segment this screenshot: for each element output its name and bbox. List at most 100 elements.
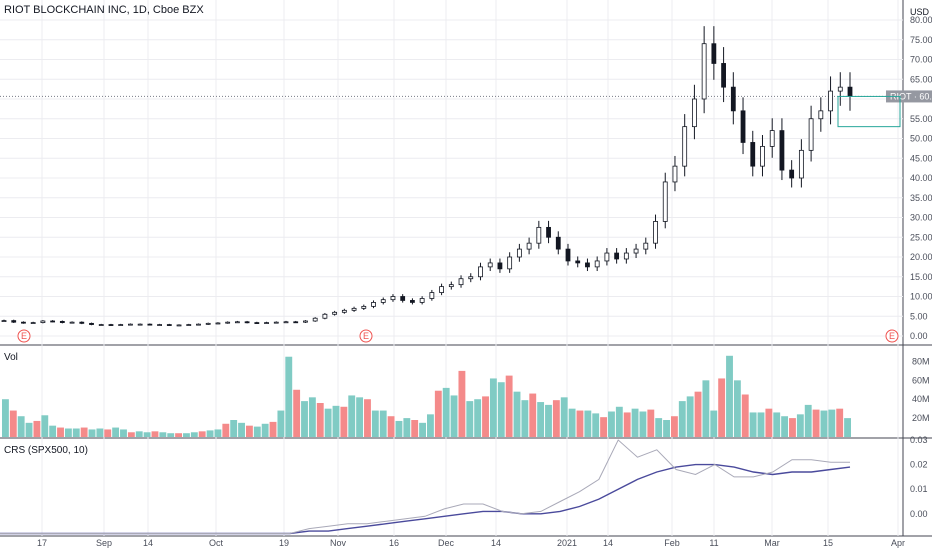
candle-body	[108, 324, 114, 326]
crs-raw-line	[0, 439, 850, 534]
earnings-marker	[359, 329, 373, 343]
candle-body	[458, 278, 464, 286]
volume-bar	[17, 416, 25, 437]
volume-bar	[450, 395, 458, 437]
candle-body	[410, 300, 415, 303]
volume-bar	[828, 409, 836, 437]
price-tick-label: 30.00	[910, 213, 932, 223]
volume-bar	[2, 399, 9, 437]
candle-body	[166, 324, 172, 326]
volume-bar	[820, 410, 828, 437]
volume-bar	[702, 380, 710, 437]
volume-bar	[458, 370, 466, 437]
volume-bar	[505, 375, 513, 437]
time-tick-label: 15	[823, 538, 833, 548]
volume-bar	[143, 432, 151, 437]
volume-bar	[57, 427, 64, 437]
volume-bar	[340, 406, 348, 437]
time-tick-label: 11	[709, 538, 718, 548]
price-tick-label: 75.00	[910, 35, 932, 45]
earnings-marker	[885, 329, 899, 343]
volume-bar	[25, 422, 33, 437]
candle-body	[779, 130, 785, 171]
candle-body	[380, 299, 386, 303]
candle-body	[371, 302, 376, 307]
volume-bar	[427, 414, 434, 437]
candle-body	[643, 242, 649, 250]
volume-bar	[238, 422, 245, 437]
time-tick-label: 14	[143, 538, 153, 548]
volume-bar	[796, 414, 804, 437]
volume-bar	[686, 396, 694, 437]
volume-bar	[442, 387, 450, 437]
candle-body	[215, 322, 221, 325]
volume-bar	[371, 410, 379, 437]
candle-body	[448, 284, 454, 288]
candle-body	[128, 323, 133, 326]
crs-tick-label: 0.02	[910, 460, 928, 470]
candle-body	[137, 323, 143, 326]
candle-body	[594, 260, 600, 268]
candle-body	[536, 226, 542, 244]
candle-body	[798, 149, 804, 179]
volume-bar	[190, 432, 198, 437]
candle-body	[59, 320, 65, 323]
volume-bar	[844, 418, 851, 437]
candle-body	[351, 307, 357, 311]
candle-body	[205, 322, 211, 325]
candle-body	[176, 324, 182, 327]
volume-bar	[608, 411, 615, 437]
candle-body	[322, 313, 328, 319]
candle-body	[633, 248, 639, 254]
candle-body	[98, 324, 104, 326]
candle-body	[69, 321, 75, 324]
price-tick-label: 50.00	[910, 134, 932, 144]
candle-body	[623, 252, 629, 260]
volume-bar	[804, 404, 812, 437]
time-tick-label: 19	[279, 538, 289, 548]
candle-body	[701, 43, 707, 100]
volume-bar	[434, 390, 442, 437]
candle-body	[419, 298, 425, 303]
volume-bar	[663, 420, 670, 437]
volume-bar	[49, 425, 57, 437]
candle-body	[273, 321, 279, 324]
volume-bar	[521, 400, 529, 437]
chart-title: RIOT BLOCKCHAIN INC, 1D, Cboe BZX	[4, 4, 204, 16]
time-tick-label: Dec	[438, 538, 455, 548]
candle-body	[89, 322, 94, 325]
volume-bar	[592, 413, 600, 437]
volume-bar	[733, 380, 741, 437]
volume-bar	[33, 420, 41, 437]
volume-bar	[230, 420, 238, 437]
volume-bar	[120, 429, 127, 437]
volume-bar	[167, 433, 175, 437]
volume-bar	[560, 397, 568, 437]
time-tick-label: Oct	[209, 538, 224, 548]
candle-body	[40, 320, 46, 323]
volume-bar	[348, 395, 356, 437]
volume-bar	[623, 412, 631, 437]
volume-bar	[670, 416, 678, 437]
price-tick-label: 10.00	[910, 292, 932, 302]
volume-bar	[537, 402, 545, 437]
volume-bar	[387, 416, 395, 437]
volume-bar	[718, 378, 726, 437]
candle-body	[662, 181, 668, 222]
volume-bar	[104, 429, 112, 437]
candle-body	[789, 169, 795, 179]
volume-bar	[324, 408, 332, 437]
candle-body	[293, 321, 299, 324]
volume-bar	[694, 391, 702, 437]
candle-body	[312, 317, 318, 322]
candle-body	[769, 130, 775, 147]
time-tick-label: Apr	[891, 538, 905, 548]
candle-body	[750, 142, 756, 167]
candle-body	[332, 311, 338, 315]
volume-bar	[151, 431, 159, 437]
earnings-marker-label: E	[889, 331, 895, 341]
time-tick-label: 14	[491, 538, 501, 548]
candle-body	[760, 145, 765, 167]
volume-bar	[749, 412, 757, 437]
